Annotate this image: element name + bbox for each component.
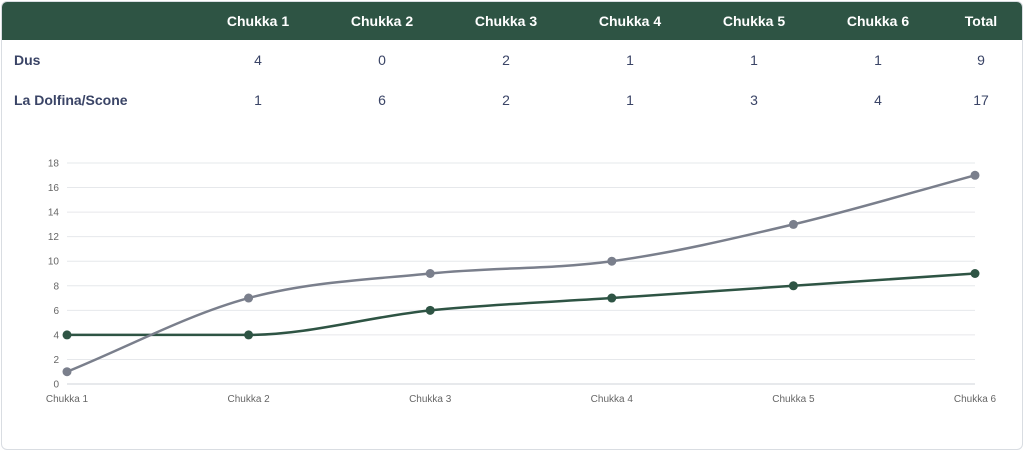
x-tick-label: Chukka 2: [227, 394, 270, 405]
x-tick-label: Chukka 6: [954, 394, 997, 405]
series-2-point: [788, 219, 798, 229]
y-tick-label: 16: [48, 183, 60, 194]
header-chukka-1: Chukka 1: [226, 13, 290, 29]
header-total: Total: [964, 13, 998, 29]
y-tick-label: 18: [48, 159, 60, 170]
series-1-point: [244, 330, 254, 340]
series-2-point: [244, 293, 254, 303]
score-cell: 2: [502, 92, 510, 108]
score-cell: 1: [254, 92, 262, 108]
header-chukka-2: Chukka 2: [350, 13, 414, 29]
score-cell: 0: [378, 52, 386, 68]
series-1-point: [970, 269, 980, 278]
table-row: La Dolfina/Scone 1 6 2 1 3 4 17: [2, 80, 1022, 120]
series-1-point: [788, 281, 798, 291]
score-cell: 1: [874, 52, 882, 68]
header-chukka-4: Chukka 4: [598, 13, 662, 29]
score-cell: 1: [626, 92, 634, 108]
y-tick-label: 2: [53, 355, 59, 366]
header-team: [2, 2, 196, 40]
y-tick-label: 14: [48, 208, 60, 219]
total-cell: 17: [973, 92, 989, 108]
line-chart: 0 2 4 6 8 10 12 14 16 18 Chukka 1 Chukka 2 Chukka 3 C…: [2, 152, 1022, 412]
y-tick-label: 12: [48, 232, 60, 243]
table-header-row: Chukka 1 Chukka 2 Chukka 3 Chukka 4 Chuk…: [2, 2, 1022, 40]
total-cell: 9: [977, 52, 985, 68]
header-chukka-6: Chukka 6: [846, 13, 910, 29]
series-1-point: [425, 305, 435, 315]
line-chart-svg: 0 2 4 6 8 10 12 14 16 18 Chukka 1 Chukka 2 Chukka 3 C…: [46, 159, 997, 406]
series-1-point: [62, 330, 72, 340]
y-tick-label: 10: [48, 257, 60, 268]
series-1-point: [607, 293, 617, 303]
score-cell: 1: [750, 52, 758, 68]
team-name: Dus: [14, 52, 41, 68]
score-cell: 4: [254, 52, 262, 68]
y-tick-label: 8: [53, 281, 59, 292]
series-2-point: [970, 170, 980, 180]
score-cell: 6: [378, 92, 386, 108]
series-2-point: [425, 269, 435, 278]
header-chukka-3: Chukka 3: [474, 13, 538, 29]
series-line-2: [66, 174, 976, 373]
series-2-point: [62, 367, 72, 377]
table-row: Dus 4 0 2 1 1 1 9: [2, 40, 1022, 80]
x-tick-label: Chukka 4: [591, 394, 634, 405]
y-tick-label: 4: [53, 330, 59, 341]
y-tick-label: 6: [53, 306, 59, 317]
score-cell: 1: [626, 52, 634, 68]
x-tick-label: Chukka 1: [46, 394, 89, 405]
series-2-point: [607, 256, 617, 266]
series-line-1: [67, 272, 976, 337]
score-cell: 4: [874, 92, 882, 108]
team-name: La Dolfina/Scone: [14, 92, 128, 108]
score-cell: 2: [502, 52, 510, 68]
x-tick-label: Chukka 3: [409, 394, 452, 405]
y-tick-label: 0: [53, 380, 59, 391]
score-table: Chukka 1 Chukka 2 Chukka 3 Chukka 4 Chuk…: [2, 2, 1022, 120]
x-tick-label: Chukka 5: [772, 394, 815, 405]
score-cell: 3: [750, 92, 758, 108]
header-chukka-5: Chukka 5: [722, 13, 786, 29]
